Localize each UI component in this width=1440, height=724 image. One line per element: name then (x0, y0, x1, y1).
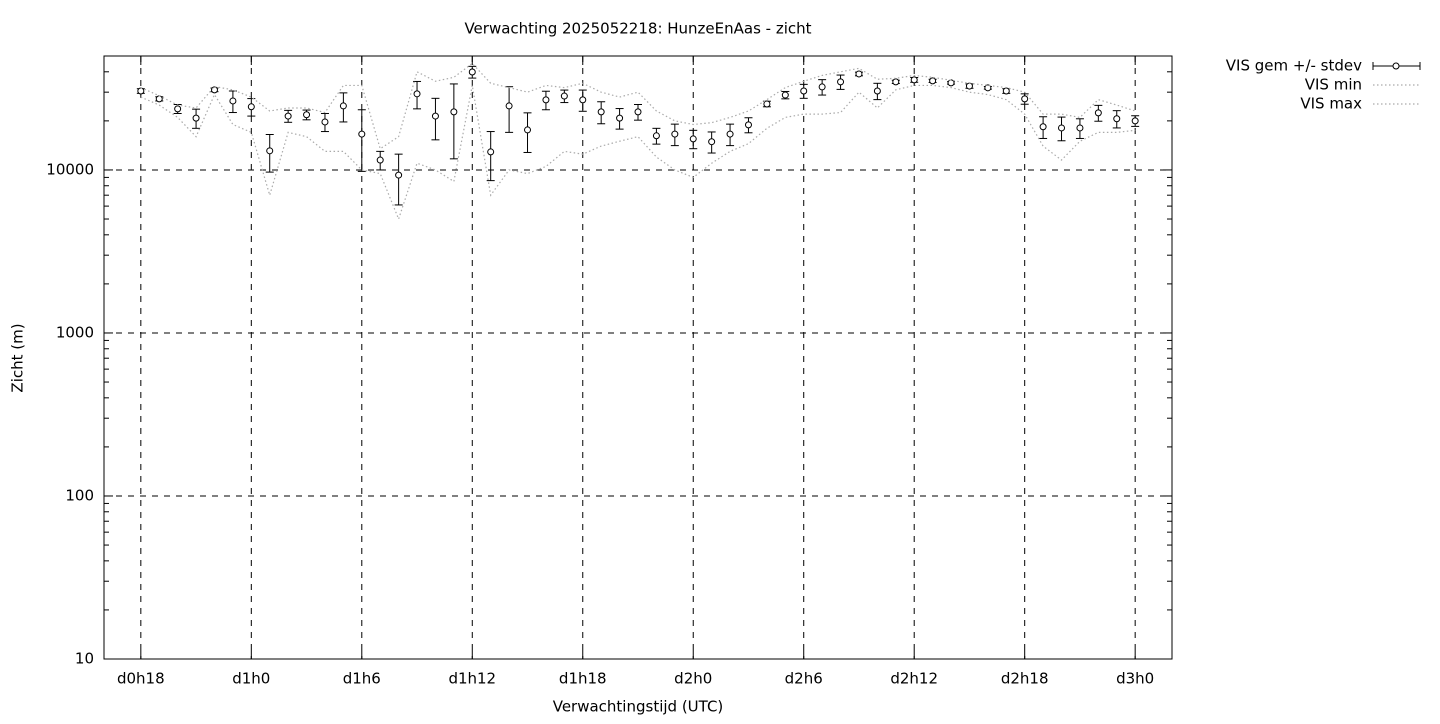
point (763, 100, 771, 108)
point (873, 87, 881, 95)
point (616, 114, 624, 122)
point (137, 87, 145, 95)
point (210, 86, 218, 94)
y-tick-label: 100 (65, 486, 94, 504)
y-tick-label: 10000 (46, 160, 94, 178)
point (505, 102, 513, 110)
point (560, 92, 568, 100)
point (800, 87, 808, 95)
point (689, 135, 697, 143)
point (726, 130, 734, 138)
x-tick-label: d2h6 (785, 670, 823, 688)
point (284, 112, 292, 120)
point (1113, 115, 1121, 123)
point (395, 171, 403, 179)
x-tick-label: d3h0 (1116, 670, 1154, 688)
point (155, 95, 163, 103)
error-bar (505, 86, 514, 133)
point (229, 97, 237, 105)
x-tick-label: d1h12 (448, 670, 496, 688)
point (413, 90, 421, 98)
point (1094, 109, 1102, 117)
point (431, 112, 439, 120)
x-tick-label: d1h18 (559, 670, 607, 688)
point (1039, 123, 1047, 131)
x-axis-label: Verwachtingstijd (UTC) (553, 698, 724, 716)
point (1076, 124, 1084, 132)
point (339, 102, 347, 110)
point (247, 103, 255, 111)
point (468, 68, 476, 76)
y-axis-label: Zicht (m) (9, 323, 27, 392)
error-bar (449, 83, 458, 160)
point (450, 108, 458, 116)
point (192, 114, 200, 122)
x-tick-label: d2h18 (1001, 670, 1049, 688)
point (910, 76, 918, 84)
point (947, 79, 955, 87)
point (376, 156, 384, 164)
min-max-line (140, 62, 1136, 150)
point (597, 108, 605, 116)
error-bar (357, 109, 366, 172)
point (358, 130, 366, 138)
point (965, 82, 973, 90)
point (487, 148, 495, 156)
point (634, 108, 642, 116)
point (266, 147, 274, 155)
point (321, 118, 329, 126)
point (174, 105, 182, 113)
y-tick-label: 1000 (56, 323, 94, 341)
point (781, 91, 789, 99)
point (837, 78, 845, 86)
x-tick-label: d2h12 (890, 670, 938, 688)
point (542, 96, 550, 104)
plot-frame (103, 55, 1173, 660)
point (744, 121, 752, 129)
x-tick-label: d0h18 (117, 670, 165, 688)
legend-swatch (1392, 62, 1400, 70)
legend-label: VIS min (1305, 76, 1362, 94)
x-tick-label: d1h0 (232, 670, 270, 688)
point (929, 77, 937, 85)
point (1002, 87, 1010, 95)
point (579, 96, 587, 104)
y-tick-label: 10 (75, 650, 94, 668)
legend-label: VIS gem +/- stdev (1226, 57, 1362, 75)
error-bar (486, 131, 495, 182)
point (671, 130, 679, 138)
point (524, 126, 532, 134)
point (984, 84, 992, 92)
point (855, 70, 863, 78)
point (1058, 124, 1066, 132)
point (652, 132, 660, 140)
point (1131, 117, 1139, 125)
point (1021, 95, 1029, 103)
point (818, 83, 826, 91)
point (303, 111, 311, 119)
x-tick-label: d1h6 (343, 670, 381, 688)
point (708, 138, 716, 146)
x-tick-label: d2h0 (674, 670, 712, 688)
legend-label: VIS max (1300, 95, 1362, 113)
error-bar (394, 153, 403, 206)
chart-title: Verwachting 2025052218: HunzeEnAas - zic… (464, 20, 811, 38)
point (892, 78, 900, 86)
